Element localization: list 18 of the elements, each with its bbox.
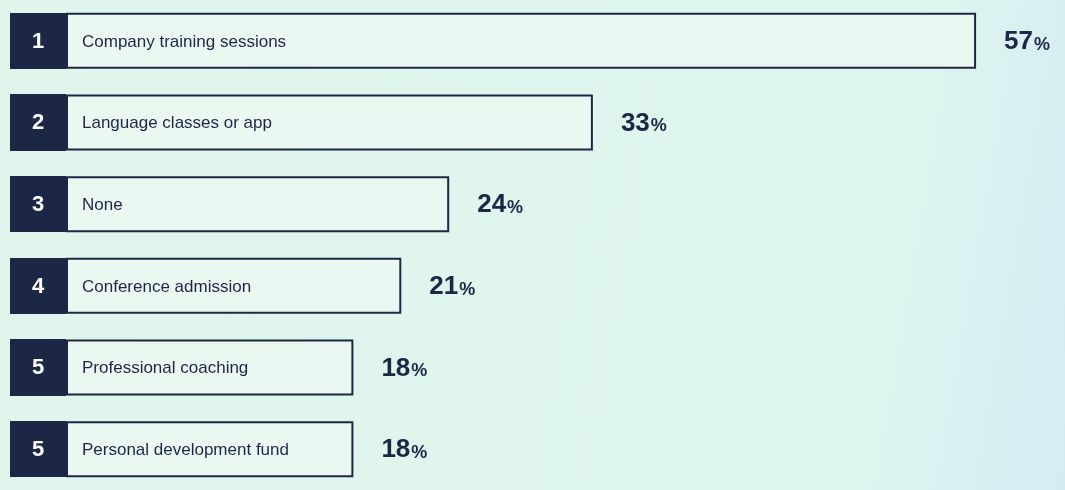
rank-badge: 5 bbox=[10, 421, 66, 478]
y-tick-label: Professional coaching bbox=[82, 358, 249, 378]
y-tick-label: Conference admission bbox=[82, 276, 252, 296]
data-label: 18% bbox=[381, 351, 428, 382]
y-tick-label: Personal development fund bbox=[82, 439, 289, 459]
rank-badge: 2 bbox=[10, 94, 66, 151]
rank-badge: 5 bbox=[10, 339, 66, 396]
rank-badge: 3 bbox=[10, 176, 66, 233]
data-label: 21% bbox=[429, 270, 476, 301]
y-tick-label: Company training sessions bbox=[82, 31, 287, 51]
data-label: 33% bbox=[620, 106, 667, 137]
y-tick-label: None bbox=[82, 194, 123, 214]
rank-badge: 4 bbox=[10, 257, 66, 314]
rank-badge: 1 bbox=[10, 12, 66, 69]
data-label: 18% bbox=[381, 433, 428, 464]
data-label: 57% bbox=[1004, 25, 1051, 56]
y-tick-label: Language classes or app bbox=[82, 113, 272, 133]
data-label: 24% bbox=[477, 188, 524, 219]
